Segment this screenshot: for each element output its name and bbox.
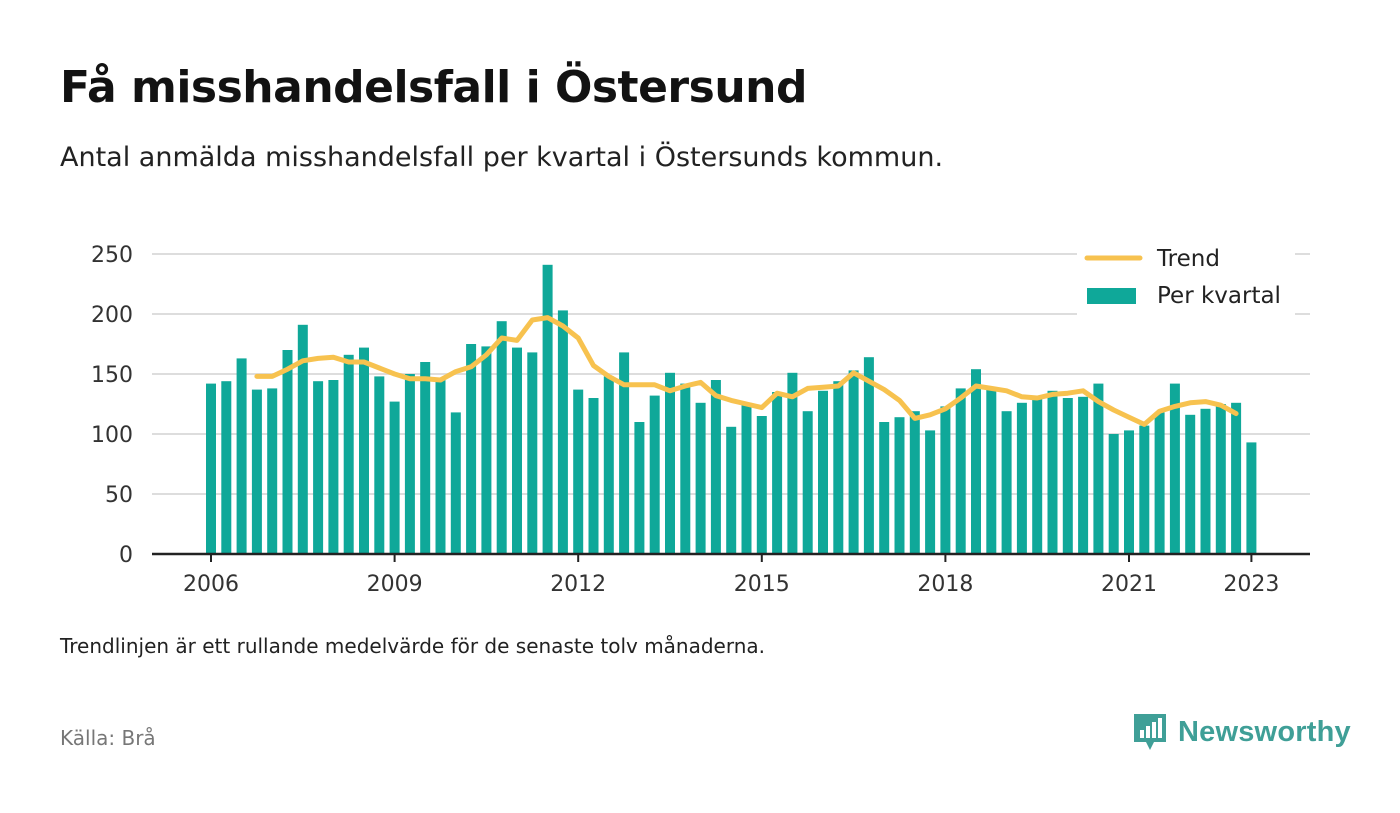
bar [588,398,599,554]
bar [1062,398,1073,554]
bar [726,426,737,554]
bar [710,380,721,554]
x-tick-label: 2012 [550,572,606,597]
bar [359,347,369,554]
bar [206,383,216,554]
x-tick-label: 2015 [734,572,790,597]
bar [848,370,859,554]
x-tick-label: 2018 [917,572,973,597]
bar [236,358,247,554]
bar [986,389,997,554]
bar [772,392,783,554]
legend-label-trend: Trend [1156,246,1220,272]
x-tick-label: 2006 [183,572,239,597]
brand-name: Newsworthy [1178,715,1351,748]
bar [512,347,522,554]
bar [1108,434,1119,554]
bar [818,390,828,554]
bar [1047,390,1058,554]
bar [267,388,278,554]
bar [496,321,507,554]
legend-swatch-bars [1087,288,1136,304]
bar [1124,430,1134,554]
chart-title: Få misshandelsfall i Östersund [60,62,807,113]
bar [450,412,461,554]
bar [833,381,844,554]
x-tick-label: 2023 [1223,572,1279,597]
trend-note: Trendlinjen är ett rullande medelvärde f… [60,634,766,658]
bar [481,346,492,554]
bar [1185,414,1196,554]
bar [282,350,293,554]
bar [1078,396,1089,554]
bar [221,381,232,554]
y-tick-label: 0 [119,543,133,568]
bar [1246,442,1257,554]
y-tick-label: 200 [91,303,133,328]
bar [1016,402,1027,554]
bar [879,422,890,554]
bar [527,352,538,554]
x-tick-label: 2021 [1101,572,1157,597]
bar [1154,412,1165,554]
bar [466,344,477,554]
y-tick-label: 50 [105,483,133,508]
bar [1093,383,1104,554]
bar [741,402,752,554]
bar [435,377,446,554]
bar [1139,425,1150,554]
legend-label-bars: Per kvartal [1157,283,1281,309]
x-tick-label: 2009 [367,572,423,597]
bar [343,354,354,554]
bar [619,352,630,554]
bar [971,369,981,554]
trend-line [254,315,1239,427]
bar [649,395,660,554]
bar [404,374,415,554]
bar [940,406,951,554]
bar [1215,404,1226,554]
bars [206,264,1257,554]
bar [313,381,324,554]
bar [665,372,675,554]
bar [909,411,920,554]
bar [863,357,874,554]
bar [680,383,691,554]
bar [802,411,813,554]
bar [573,389,584,554]
bar [634,422,645,554]
bar [756,416,767,554]
bar [374,376,385,554]
source-label: Källa: Brå [60,726,156,750]
bar [1200,408,1211,554]
bar [557,310,568,554]
bar [955,388,966,554]
bar [328,380,339,554]
bar [420,362,431,554]
bar [389,401,400,554]
bar [1169,383,1180,554]
bar [1001,411,1012,554]
bar [695,402,706,554]
bar [542,264,553,554]
axes: 0 50 100 150 200 250 2006 2009 2012 2015 2018 2021 2… [91,243,1310,597]
y-tick-label: 150 [91,363,133,388]
chart-subtitle: Antal anmälda misshandelsfall per kvarta… [60,142,944,173]
trend-line-layer [254,315,1239,427]
bar [251,389,262,554]
legend: Trend Per kvartal [1077,236,1295,316]
brand-logo[interactable]: Newsworthy [1132,712,1351,752]
bar [297,324,308,554]
y-tick-label: 100 [91,423,133,448]
bar [1231,402,1242,554]
y-tick-label: 250 [91,243,133,268]
bar-chart-badge-icon [1134,714,1166,750]
bar [1032,399,1043,554]
bar [603,376,614,554]
bar [894,417,905,554]
bar [925,430,936,554]
chart: 0 50 100 150 200 250 2006 2009 2012 2015 2018 2021 2… [91,236,1310,597]
bar [787,372,798,554]
